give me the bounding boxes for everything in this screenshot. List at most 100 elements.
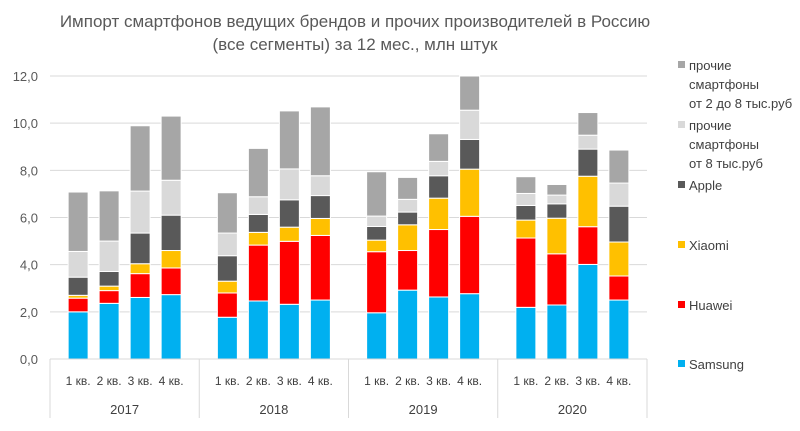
bar-segment-прочие-смартфоны-от-2-до-8-тыс.руб bbox=[129, 125, 151, 192]
y-tick-label: 10,0 bbox=[13, 116, 38, 131]
group-label: 2018 bbox=[259, 402, 288, 417]
bar-segment-прочие-смартфоны-от-8-тыс.руб bbox=[67, 250, 89, 278]
bar-segment-samsung bbox=[98, 302, 120, 360]
bar-segment-прочие-смартфоны-от-8-тыс.руб bbox=[160, 179, 182, 216]
bar-segment-apple bbox=[98, 271, 120, 287]
bar-segment-apple bbox=[366, 225, 388, 241]
bar-segment-apple bbox=[577, 148, 599, 177]
bar-segment-samsung bbox=[397, 289, 419, 360]
bar-segment-прочие-смартфоны-от-2-до-8-тыс.руб bbox=[309, 106, 331, 177]
bar-segment-apple bbox=[160, 214, 182, 252]
bar-segment-xiaomi bbox=[98, 285, 120, 292]
bar-segment-apple bbox=[546, 203, 568, 219]
bar-segment-apple bbox=[247, 213, 269, 233]
bar-segment-huawei bbox=[247, 244, 269, 302]
bar-segment-samsung bbox=[459, 293, 481, 360]
legend: Samsung Huawei Xiaomi Apple прочие смартфоны о… bbox=[678, 58, 792, 372]
bar-segment-apple bbox=[459, 138, 481, 170]
bar-segment-samsung bbox=[247, 300, 269, 360]
legend-swatch bbox=[678, 121, 685, 128]
bar-segment-apple bbox=[67, 276, 89, 296]
x-tick-label: 2 кв. bbox=[246, 374, 271, 388]
x-tick-label: 2 кв. bbox=[544, 374, 569, 388]
bar-segment-apple bbox=[608, 205, 630, 243]
bar-segment-xiaomi bbox=[129, 263, 151, 275]
bar-segment-прочие-смартфоны-от-2-до-8-тыс.руб bbox=[67, 191, 89, 252]
bar-segment-huawei bbox=[515, 237, 537, 308]
bars bbox=[67, 75, 630, 360]
bar-segment-прочие-смартфоны-от-8-тыс.руб bbox=[515, 192, 537, 206]
bar-segment-xiaomi bbox=[608, 241, 630, 277]
legend-swatch bbox=[678, 301, 685, 308]
bar-segment-apple bbox=[278, 199, 300, 228]
bar-segment-huawei bbox=[67, 297, 89, 313]
bar-segment-huawei bbox=[129, 273, 151, 298]
bar-segment-прочие-смартфоны-от-2-до-8-тыс.руб bbox=[247, 147, 269, 198]
bar-segment-apple bbox=[428, 175, 450, 199]
group-label: 2017 bbox=[110, 402, 139, 417]
x-tick-label: 1 кв. bbox=[66, 374, 91, 388]
x-tick-label: 4 кв. bbox=[159, 374, 184, 388]
bar-segment-прочие-смартфоны-от-2-до-8-тыс.руб bbox=[577, 112, 599, 136]
x-tick-label: 2 кв. bbox=[97, 374, 122, 388]
y-tick-label: 6,0 bbox=[20, 211, 38, 226]
bar-segment-прочие-смартфоны-от-2-до-8-тыс.руб bbox=[397, 176, 419, 200]
legend-label: Huawei bbox=[689, 298, 732, 313]
bar-segment-huawei bbox=[546, 253, 568, 306]
bar-segment-apple bbox=[397, 211, 419, 226]
chart-title-line-2: (все сегменты) за 12 мес., млн штук bbox=[213, 35, 499, 54]
y-tick-label: 8,0 bbox=[20, 163, 38, 178]
bar-segment-huawei bbox=[160, 267, 182, 296]
legend-swatch bbox=[678, 61, 685, 68]
bar-segment-xiaomi bbox=[546, 217, 568, 255]
bar-segment-прочие-смартфоны-от-8-тыс.руб bbox=[98, 240, 120, 273]
bar-segment-прочие-смартфоны-от-8-тыс.руб bbox=[428, 160, 450, 177]
bar-segment-прочие-смартфоны-от-2-до-8-тыс.руб bbox=[515, 176, 537, 194]
legend-label: прочие bbox=[689, 58, 731, 73]
bar-segment-xiaomi bbox=[366, 239, 388, 253]
bar-segment-xiaomi bbox=[160, 250, 182, 269]
legend-label: Samsung bbox=[689, 357, 744, 372]
bar-segment-samsung bbox=[278, 303, 300, 360]
bar-segment-прочие-смартфоны-от-8-тыс.руб bbox=[397, 198, 419, 213]
bar-segment-xiaomi bbox=[397, 224, 419, 252]
bar-segment-huawei bbox=[278, 240, 300, 305]
bar-segment-прочие-смартфоны-от-8-тыс.руб bbox=[247, 196, 269, 215]
bar-segment-прочие-смартфоны-от-2-до-8-тыс.руб bbox=[366, 171, 388, 217]
bar-segment-прочие-смартфоны-от-2-до-8-тыс.руб bbox=[216, 192, 238, 234]
bar-segment-прочие-смартфоны-от-8-тыс.руб bbox=[278, 168, 300, 201]
x-tick-label: 1 кв. bbox=[364, 374, 389, 388]
bar-segment-apple bbox=[129, 232, 151, 265]
bar-segment-прочие-смартфоны-от-8-тыс.руб bbox=[546, 194, 568, 205]
bar-segment-huawei bbox=[428, 229, 450, 298]
chart-title-line-1: Импорт смартфонов ведущих брендов и проч… bbox=[60, 12, 651, 31]
bar-segment-huawei bbox=[366, 251, 388, 314]
bar-segment-xiaomi bbox=[428, 197, 450, 231]
legend-swatch bbox=[678, 181, 685, 188]
x-tick-label: 4 кв. bbox=[606, 374, 631, 388]
x-tick-label: 1 кв. bbox=[215, 374, 240, 388]
bar-segment-samsung bbox=[428, 296, 450, 360]
x-axis: 1 кв. 2 кв. 3 кв. 4 кв. 2017 1 кв. 2 кв. 3 кв. 4… bbox=[49, 358, 648, 418]
x-tick-label: 4 кв. bbox=[308, 374, 333, 388]
x-tick-label: 3 кв. bbox=[277, 374, 302, 388]
bar-segment-apple bbox=[515, 204, 537, 221]
legend-label: Xiaomi bbox=[689, 238, 729, 253]
bar-segment-прочие-смартфоны-от-8-тыс.руб bbox=[309, 175, 331, 197]
legend-label: смартфоны bbox=[689, 77, 759, 92]
bar-segment-huawei bbox=[397, 250, 419, 291]
bar-segment-прочие-смартфоны-от-8-тыс.руб bbox=[608, 182, 630, 207]
bar-segment-samsung bbox=[577, 263, 599, 360]
group-label: 2020 bbox=[558, 402, 587, 417]
bar-segment-samsung bbox=[309, 299, 331, 360]
x-tick-label: 3 кв. bbox=[128, 374, 153, 388]
group-label: 2019 bbox=[409, 402, 438, 417]
bar-segment-huawei bbox=[608, 275, 630, 301]
legend-swatch bbox=[678, 241, 685, 248]
x-tick-label: 3 кв. bbox=[575, 374, 600, 388]
legend-label: Apple bbox=[689, 178, 722, 193]
bar-segment-прочие-смартфоны-от-2-до-8-тыс.руб bbox=[459, 75, 481, 111]
bar-segment-huawei bbox=[459, 215, 481, 295]
bar-segment-прочие-смартфоны-от-8-тыс.руб bbox=[366, 215, 388, 227]
y-tick-label: 4,0 bbox=[20, 258, 38, 273]
